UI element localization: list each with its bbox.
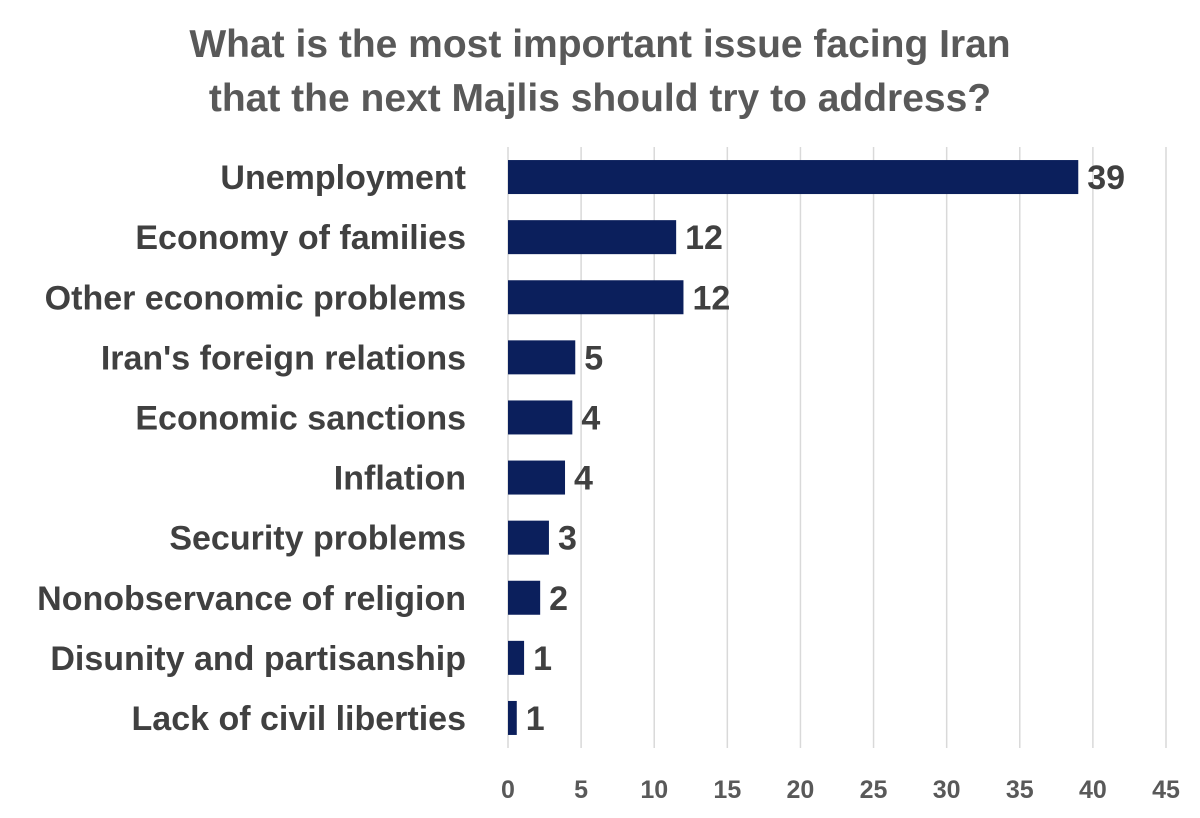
category-label-2: Economy of families: [135, 219, 466, 257]
data-label-5: 4: [581, 399, 600, 437]
data-label-1: 39: [1087, 159, 1125, 197]
data-label-6: 4: [574, 460, 593, 498]
x-tick-label-5: 5: [574, 776, 588, 804]
x-tick-label-45: 45: [1152, 776, 1180, 804]
x-tick-label-35: 35: [1006, 776, 1034, 804]
data-label-3: 12: [692, 279, 730, 317]
category-label-5: Economic sanctions: [135, 399, 466, 437]
x-tick-label-25: 25: [860, 776, 888, 804]
bar-1: [508, 160, 1079, 195]
data-label-7: 3: [558, 520, 577, 558]
data-label-8: 2: [549, 580, 568, 618]
chart-title-line-2: that the next Majlis should try to addre…: [208, 77, 992, 120]
category-label-9: Disunity and partisanship: [50, 640, 466, 678]
category-label-6: Inflation: [334, 460, 466, 498]
chart-title: What is the most important issue facing …: [0, 18, 1200, 126]
bar-2: [508, 220, 677, 255]
data-label-9: 1: [533, 640, 552, 678]
data-label-4: 5: [584, 339, 603, 377]
category-label-8: Nonobservance of religion: [37, 580, 466, 618]
category-label-10: Lack of civil liberties: [132, 700, 466, 738]
x-tick-label-15: 15: [713, 776, 741, 804]
chart-title-line-1: What is the most important issue facing …: [189, 23, 1011, 66]
bar-10: [508, 700, 517, 735]
data-label-2: 12: [685, 219, 723, 257]
bar-4: [508, 340, 576, 375]
category-label-7: Security problems: [169, 520, 466, 558]
bar-5: [508, 400, 573, 435]
x-tick-label-40: 40: [1079, 776, 1107, 804]
x-tick-label-0: 0: [501, 776, 515, 804]
bar-6: [508, 460, 566, 495]
x-tick-label-20: 20: [787, 776, 815, 804]
category-label-1: Unemployment: [220, 159, 466, 197]
category-label-4: Iran's foreign relations: [101, 339, 466, 377]
bar-9: [508, 640, 525, 675]
bar-7: [508, 520, 549, 555]
category-label-3: Other economic problems: [45, 279, 466, 317]
data-label-10: 1: [526, 700, 545, 738]
bar-3: [508, 280, 684, 315]
bar-8: [508, 580, 541, 615]
x-tick-label-10: 10: [640, 776, 668, 804]
x-tick-label-30: 30: [933, 776, 961, 804]
